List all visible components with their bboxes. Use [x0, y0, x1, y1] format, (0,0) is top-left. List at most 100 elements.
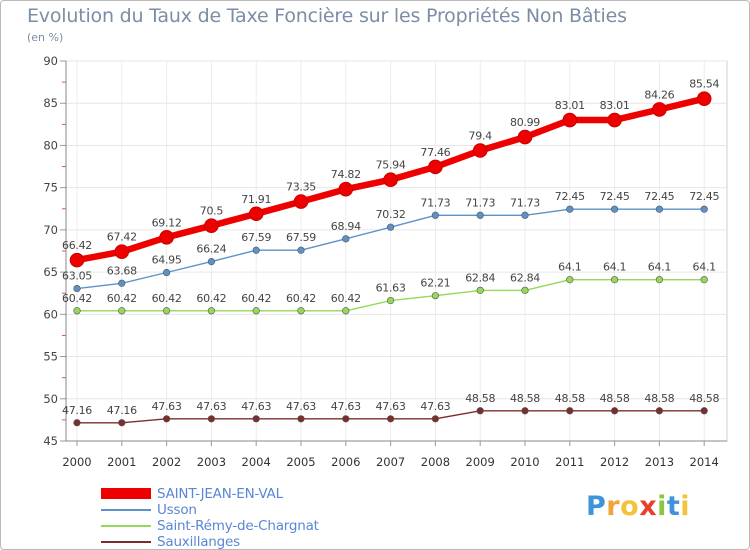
data-point-sauxillanges [476, 407, 484, 415]
data-label-sauxillanges: 47.63 [152, 400, 182, 413]
legend-swatch [101, 525, 151, 527]
legend-swatch [101, 541, 151, 543]
legend-swatch [101, 488, 151, 499]
data-label-saint-jean-en-val: 83.01 [555, 99, 585, 112]
data-label-saint-remy-de-chargnat: 60.42 [286, 292, 316, 305]
data-point-usson [118, 279, 126, 287]
legend-label: Sauxillanges [157, 534, 240, 550]
data-point-saint-jean-en-val [517, 129, 533, 145]
logo-letter: i [680, 491, 691, 522]
data-label-sauxillanges: 48.58 [555, 392, 585, 405]
data-point-usson [207, 258, 215, 266]
data-point-usson [431, 211, 440, 219]
chart-subtitle: (en %) [27, 31, 64, 44]
x-tick-label: 2003 [197, 455, 226, 469]
data-label-saint-jean-en-val: 85.54 [689, 78, 719, 91]
data-label-sauxillanges: 47.63 [420, 400, 450, 413]
x-tick-label: 2011 [555, 455, 584, 469]
data-label-saint-jean-en-val: 80.99 [510, 116, 540, 129]
data-point-usson [73, 284, 81, 293]
y-tick-label: 75 [43, 181, 58, 195]
x-tick-label: 2001 [107, 455, 136, 469]
data-label-usson: 63.05 [62, 270, 92, 283]
data-point-saint-remy-de-chargnat [342, 307, 350, 315]
data-point-saint-remy-de-chargnat [431, 292, 440, 300]
data-label-saint-jean-en-val: 67.42 [107, 231, 137, 244]
data-point-saint-jean-en-val [248, 206, 264, 222]
data-point-saint-remy-de-chargnat [521, 286, 529, 294]
data-label-usson: 66.24 [196, 243, 226, 256]
data-point-saint-jean-en-val [69, 252, 85, 268]
legend-label: Usson [157, 502, 197, 518]
x-tick-label: 2013 [645, 455, 674, 469]
data-label-saint-jean-en-val: 77.46 [420, 146, 450, 159]
y-tick-label: 60 [43, 307, 58, 321]
data-label-usson: 71.73 [420, 196, 450, 209]
data-point-saint-remy-de-chargnat [297, 307, 305, 315]
x-tick-label: 2005 [286, 455, 315, 469]
data-label-saint-remy-de-chargnat: 61.63 [376, 282, 406, 295]
data-point-usson [297, 246, 305, 254]
data-point-sauxillanges [431, 415, 440, 423]
y-tick-label: 70 [43, 223, 58, 237]
legend-label: SAINT-JEAN-EN-VAL [157, 486, 283, 502]
y-tick-label: 80 [43, 138, 58, 152]
data-point-usson [342, 235, 350, 243]
data-label-sauxillanges: 48.58 [600, 392, 630, 405]
data-label-sauxillanges: 48.58 [689, 392, 719, 405]
data-label-saint-remy-de-chargnat: 60.42 [107, 292, 137, 305]
data-point-sauxillanges [566, 407, 574, 415]
logo-letter: r [606, 491, 621, 522]
x-tick-label: 2010 [510, 455, 539, 469]
data-point-saint-remy-de-chargnat [610, 276, 619, 284]
data-label-saint-remy-de-chargnat: 62.21 [420, 277, 450, 290]
data-label-sauxillanges: 47.63 [241, 400, 271, 413]
data-label-usson: 70.32 [376, 208, 406, 221]
data-label-saint-remy-de-chargnat: 62.84 [510, 271, 540, 284]
data-label-sauxillanges: 48.58 [465, 392, 495, 405]
logo-letter: x [639, 491, 658, 522]
data-point-saint-jean-en-val [338, 181, 354, 197]
x-tick-label: 2004 [242, 455, 271, 469]
data-label-saint-remy-de-chargnat: 64.1 [693, 261, 716, 274]
data-point-sauxillanges [610, 407, 619, 415]
data-point-saint-jean-en-val [472, 143, 488, 158]
y-tick-label: 45 [43, 434, 58, 448]
data-label-sauxillanges: 48.58 [510, 392, 540, 405]
data-label-saint-jean-en-val: 84.26 [644, 88, 674, 101]
data-point-saint-jean-en-val [562, 112, 578, 128]
data-point-saint-jean-en-val [204, 218, 219, 233]
data-label-sauxillanges: 47.63 [331, 400, 361, 413]
data-label-usson: 68.94 [331, 220, 361, 233]
data-label-saint-remy-de-chargnat: 62.84 [465, 271, 495, 284]
x-tick-label: 2012 [600, 455, 629, 469]
data-label-usson: 72.45 [555, 190, 585, 203]
data-label-sauxillanges: 47.16 [107, 404, 137, 417]
data-label-saint-jean-en-val: 71.91 [241, 193, 271, 206]
data-label-saint-jean-en-val: 83.01 [600, 99, 630, 112]
logo-letter: o [620, 491, 640, 522]
x-tick-label: 2000 [62, 455, 91, 469]
data-label-sauxillanges: 47.63 [376, 400, 406, 413]
data-label-saint-remy-de-chargnat: 60.42 [196, 292, 226, 305]
data-point-saint-jean-en-val [696, 91, 712, 106]
data-label-usson: 71.73 [510, 196, 540, 209]
legend-label: Saint-Rémy-de-Chargnat [157, 518, 319, 534]
logo-letter: t [666, 491, 681, 522]
data-point-saint-jean-en-val [607, 112, 622, 128]
data-label-usson: 64.95 [152, 254, 182, 267]
data-point-usson [163, 268, 171, 277]
data-point-saint-jean-en-val [293, 194, 309, 209]
data-label-usson: 72.45 [600, 190, 630, 203]
data-label-saint-remy-de-chargnat: 60.42 [62, 292, 92, 305]
data-point-sauxillanges [297, 415, 305, 423]
data-label-saint-jean-en-val: 69.12 [152, 216, 182, 229]
data-point-sauxillanges [521, 407, 529, 415]
data-point-saint-jean-en-val [428, 159, 443, 175]
data-point-usson [252, 246, 260, 254]
data-point-saint-remy-de-chargnat [387, 296, 395, 305]
data-point-saint-remy-de-chargnat [163, 307, 171, 315]
data-label-saint-jean-en-val: 74.82 [331, 168, 361, 181]
